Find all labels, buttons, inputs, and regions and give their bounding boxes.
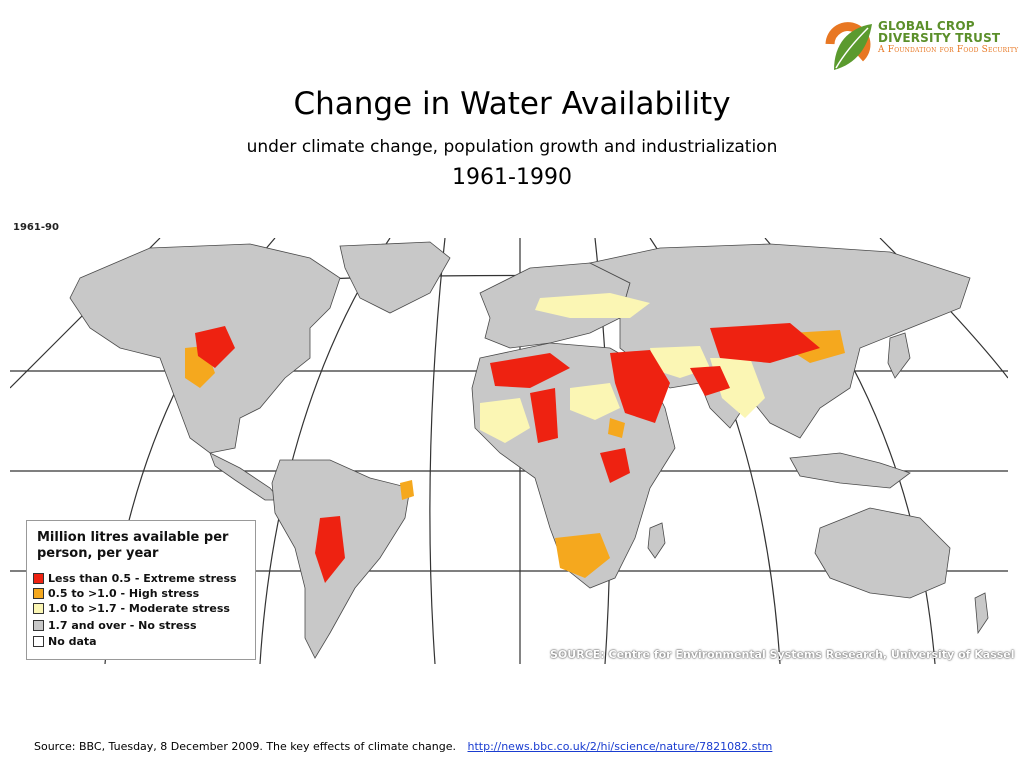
legend-title: Million litres available per person, per… xyxy=(37,530,228,562)
legend-item-no-stress: 1.7 and over - No stress xyxy=(33,618,197,632)
leaf-logo-icon xyxy=(825,22,872,70)
map-period-label: 1961-90 xyxy=(13,222,59,233)
slide-years: 1961-1990 xyxy=(452,165,572,190)
legend-title-line-2: person, per year xyxy=(37,546,159,561)
legend-item-label: 1.7 and over - No stress xyxy=(48,618,197,632)
legend-swatch xyxy=(33,619,44,631)
extreme-stress-areas xyxy=(195,323,820,583)
legend-swatch xyxy=(33,602,44,614)
legend-item-moderate-stress: 1.0 to >1.7 - Moderate stress xyxy=(33,601,230,615)
legend-item-label: 0.5 to >1.0 - High stress xyxy=(48,586,200,600)
map-legend: Million litres available per person, per… xyxy=(26,520,256,660)
legend-title-line-1: Million litres available per xyxy=(37,530,229,545)
legend-item-extreme-stress: Less than 0.5 - Extreme stress xyxy=(33,571,237,585)
global-crop-diversity-trust-logo xyxy=(816,14,1016,74)
legend-item-label: No data xyxy=(48,634,97,648)
legend-item-label: 1.0 to >1.7 - Moderate stress xyxy=(48,601,230,615)
logo-tagline: A Foundation for Food Security xyxy=(878,45,1019,55)
legend-swatch xyxy=(33,587,44,599)
logo-line-2: DIVERSITY TRUST xyxy=(878,31,1001,45)
footer-source-link[interactable]: http://news.bbc.co.uk/2/hi/science/natur… xyxy=(467,740,773,753)
legend-item-label: Less than 0.5 - Extreme stress xyxy=(48,571,237,585)
legend-swatch xyxy=(33,635,44,647)
map-source-credit: SOURCE: Centre for Environmental Systems… xyxy=(550,648,1015,661)
logo-line-1: GLOBAL CROP xyxy=(878,19,975,33)
legend-item-no-data: No data xyxy=(33,634,97,648)
slide-title: Change in Water Availability xyxy=(293,86,731,122)
logo-wordmark: GLOBAL CROP DIVERSITY TRUST A Foundation… xyxy=(878,20,1018,56)
legend-item-high-stress: 0.5 to >1.0 - High stress xyxy=(33,586,199,600)
footer-source-text: Source: BBC, Tuesday, 8 December 2009. T… xyxy=(34,740,457,753)
legend-swatch xyxy=(33,572,44,584)
slide-subtitle: under climate change, population growth … xyxy=(246,137,778,157)
slide-footer: Source: BBC, Tuesday, 8 December 2009. T… xyxy=(34,740,772,753)
moderate-stress-areas xyxy=(480,293,765,443)
